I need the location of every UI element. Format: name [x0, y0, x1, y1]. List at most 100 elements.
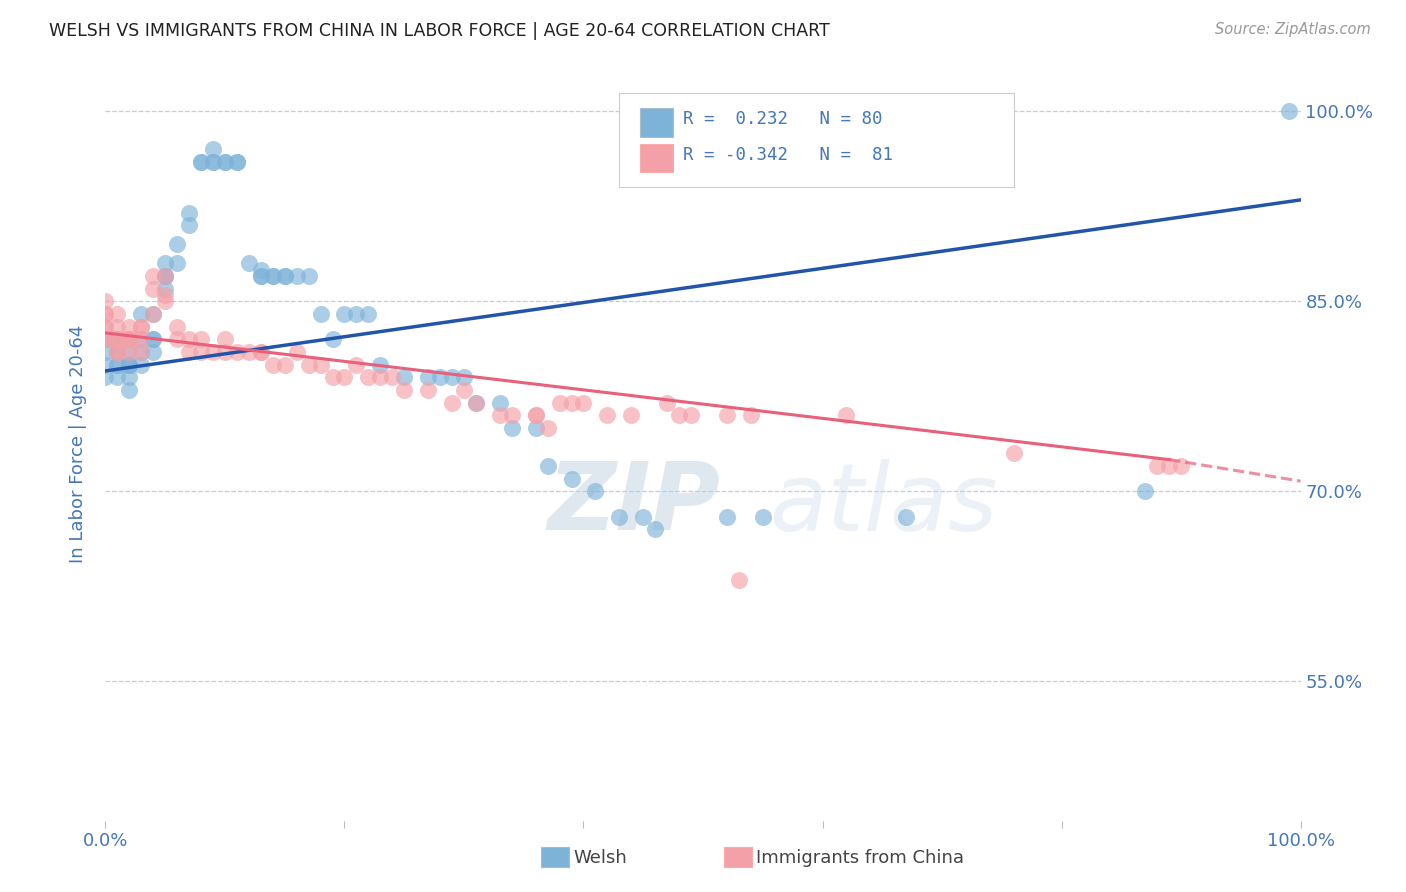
Point	[214, 332, 236, 346]
Point	[250, 268, 273, 283]
Point	[440, 395, 463, 409]
Point	[464, 395, 488, 409]
Point	[620, 409, 643, 423]
Point	[298, 358, 321, 372]
Point	[94, 370, 117, 384]
Point	[560, 472, 583, 486]
Point	[107, 332, 129, 346]
Point	[524, 421, 547, 435]
Point	[166, 237, 188, 252]
Point	[333, 307, 356, 321]
Point	[298, 268, 321, 283]
Point	[153, 256, 177, 270]
Point	[142, 282, 165, 296]
Point	[262, 358, 284, 372]
Y-axis label: In Labor Force | Age 20-64: In Labor Force | Age 20-64	[69, 325, 87, 563]
Point	[1277, 104, 1299, 119]
Point	[309, 307, 332, 321]
Point	[107, 332, 129, 346]
Point	[118, 358, 141, 372]
Point	[464, 395, 488, 409]
Point	[489, 395, 512, 409]
Point	[107, 332, 129, 346]
Point	[751, 509, 773, 524]
Point	[418, 383, 440, 397]
Point	[1170, 458, 1192, 473]
Point	[118, 358, 141, 372]
Point	[524, 409, 547, 423]
Point	[129, 358, 153, 372]
Point	[262, 268, 284, 283]
Point	[107, 345, 129, 359]
Point	[214, 345, 236, 359]
Point	[129, 332, 153, 346]
Point	[118, 383, 141, 397]
Point	[118, 358, 141, 372]
Text: WELSH VS IMMIGRANTS FROM CHINA IN LABOR FORCE | AGE 20-64 CORRELATION CHART: WELSH VS IMMIGRANTS FROM CHINA IN LABOR …	[49, 22, 830, 40]
Point	[94, 345, 117, 359]
Point	[94, 319, 117, 334]
Point	[357, 370, 380, 384]
Point	[153, 294, 177, 309]
Point	[94, 307, 117, 321]
Point	[190, 155, 212, 169]
Point	[655, 395, 678, 409]
Point	[129, 345, 153, 359]
Point	[177, 219, 201, 233]
Point	[153, 282, 177, 296]
Point	[321, 370, 344, 384]
Point	[1002, 446, 1025, 460]
Point	[681, 409, 703, 423]
Point	[142, 307, 165, 321]
Point	[716, 409, 738, 423]
Point	[668, 409, 690, 423]
Point	[392, 370, 416, 384]
Point	[250, 345, 273, 359]
Point	[285, 345, 308, 359]
Point	[107, 332, 129, 346]
Point	[142, 307, 165, 321]
Point	[453, 383, 475, 397]
Point	[357, 307, 380, 321]
Point	[728, 573, 751, 587]
Point	[381, 370, 404, 384]
Point	[273, 268, 295, 283]
Point	[489, 409, 512, 423]
Point	[225, 155, 249, 169]
Point	[321, 332, 344, 346]
Point	[118, 345, 141, 359]
Point	[107, 345, 129, 359]
Point	[94, 358, 117, 372]
Point	[368, 370, 391, 384]
Point	[548, 395, 571, 409]
Point	[418, 370, 440, 384]
Point	[153, 268, 177, 283]
Point	[214, 155, 236, 169]
Point	[429, 370, 451, 384]
Point	[107, 358, 129, 372]
Point	[177, 205, 201, 219]
Point	[596, 409, 619, 423]
Point	[536, 421, 558, 435]
Text: ZIP: ZIP	[547, 458, 720, 550]
Point	[501, 409, 523, 423]
Point	[118, 319, 141, 334]
Point	[740, 409, 762, 423]
Point	[333, 370, 356, 384]
Point	[129, 345, 153, 359]
Point	[107, 319, 129, 334]
Point	[153, 268, 177, 283]
Point	[368, 358, 391, 372]
Point	[107, 345, 129, 359]
Point	[202, 142, 225, 156]
FancyBboxPatch shape	[640, 144, 673, 172]
Point	[1146, 458, 1168, 473]
Point	[202, 345, 225, 359]
Point	[129, 319, 153, 334]
FancyBboxPatch shape	[619, 94, 1014, 187]
Text: Immigrants from China: Immigrants from China	[756, 849, 965, 867]
Point	[118, 332, 141, 346]
Point	[94, 332, 117, 346]
Point	[94, 294, 117, 309]
Text: R = -0.342   N =  81: R = -0.342 N = 81	[683, 146, 893, 164]
